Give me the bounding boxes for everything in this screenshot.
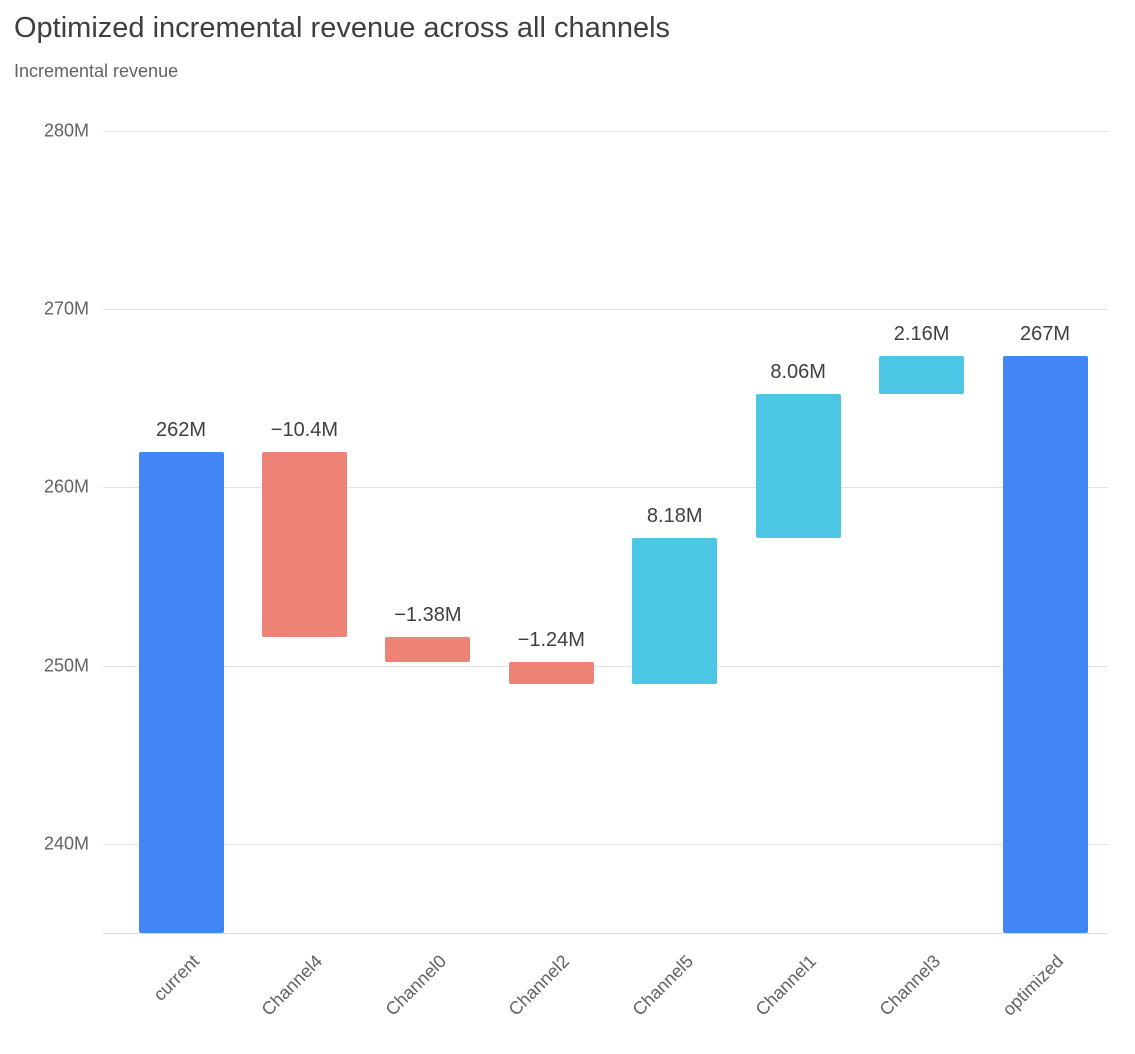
waterfall-bar-Channel1[interactable] [755, 394, 841, 539]
bar-value-label: 2.16M [893, 322, 950, 345]
x-axis-tick-label: Channel5 [628, 951, 697, 1020]
bar-value-label: −1.24M [517, 628, 585, 651]
bar-value-label: −1.38M [394, 604, 462, 627]
bar-value-label: 267M [1019, 322, 1071, 345]
x-axis-tick-label: optimized [998, 951, 1068, 1020]
waterfall-bar-Channel2[interactable] [508, 661, 594, 684]
bar-value-label: 8.06M [770, 361, 826, 384]
gridline [103, 665, 1108, 667]
x-axis-tick-label: Channel0 [381, 951, 451, 1020]
bar-value-label: 8.18M [646, 505, 703, 528]
x-axis-tick-label: Channel1 [751, 951, 821, 1020]
gridline [103, 131, 1108, 132]
x-axis-tick-label: current [149, 951, 204, 1005]
y-axis-tick-label: 250M [43, 655, 89, 676]
waterfall-bar-Channel3[interactable] [879, 355, 965, 395]
y-axis-tick-label: 280M [43, 120, 89, 141]
bar-value-label: 262M [155, 418, 207, 441]
bar-value-label: −10.4M [270, 418, 339, 441]
y-axis-tick-label: 270M [43, 298, 89, 319]
x-axis-tick-label: Channel2 [504, 951, 574, 1020]
gridline [103, 843, 1108, 845]
y-axis-tick-label: 240M [43, 833, 89, 854]
waterfall-bar-optimized[interactable] [1002, 355, 1088, 933]
y-axis-tick-label: 260M [43, 476, 89, 497]
x-axis-tick-label: Channel3 [875, 951, 944, 1020]
x-axis-line [103, 933, 1108, 934]
gridline [103, 487, 1108, 489]
waterfall-bar-Channel4[interactable] [261, 451, 347, 638]
waterfall-plot-area: 280M 270M 260M 250M 240M 262M current −10.4M Cha… [44, 121, 1108, 1020]
chart-subtitle: Incremental revenue [14, 61, 179, 81]
x-axis-tick-label: Channel4 [257, 951, 327, 1020]
waterfall-bar-Channel0[interactable] [385, 637, 471, 662]
gridline [103, 309, 1108, 311]
waterfall-bar-current[interactable] [138, 451, 224, 933]
chart-title: Optimized incremental revenue across all… [14, 12, 671, 44]
waterfall-bar-Channel5[interactable] [632, 538, 718, 684]
